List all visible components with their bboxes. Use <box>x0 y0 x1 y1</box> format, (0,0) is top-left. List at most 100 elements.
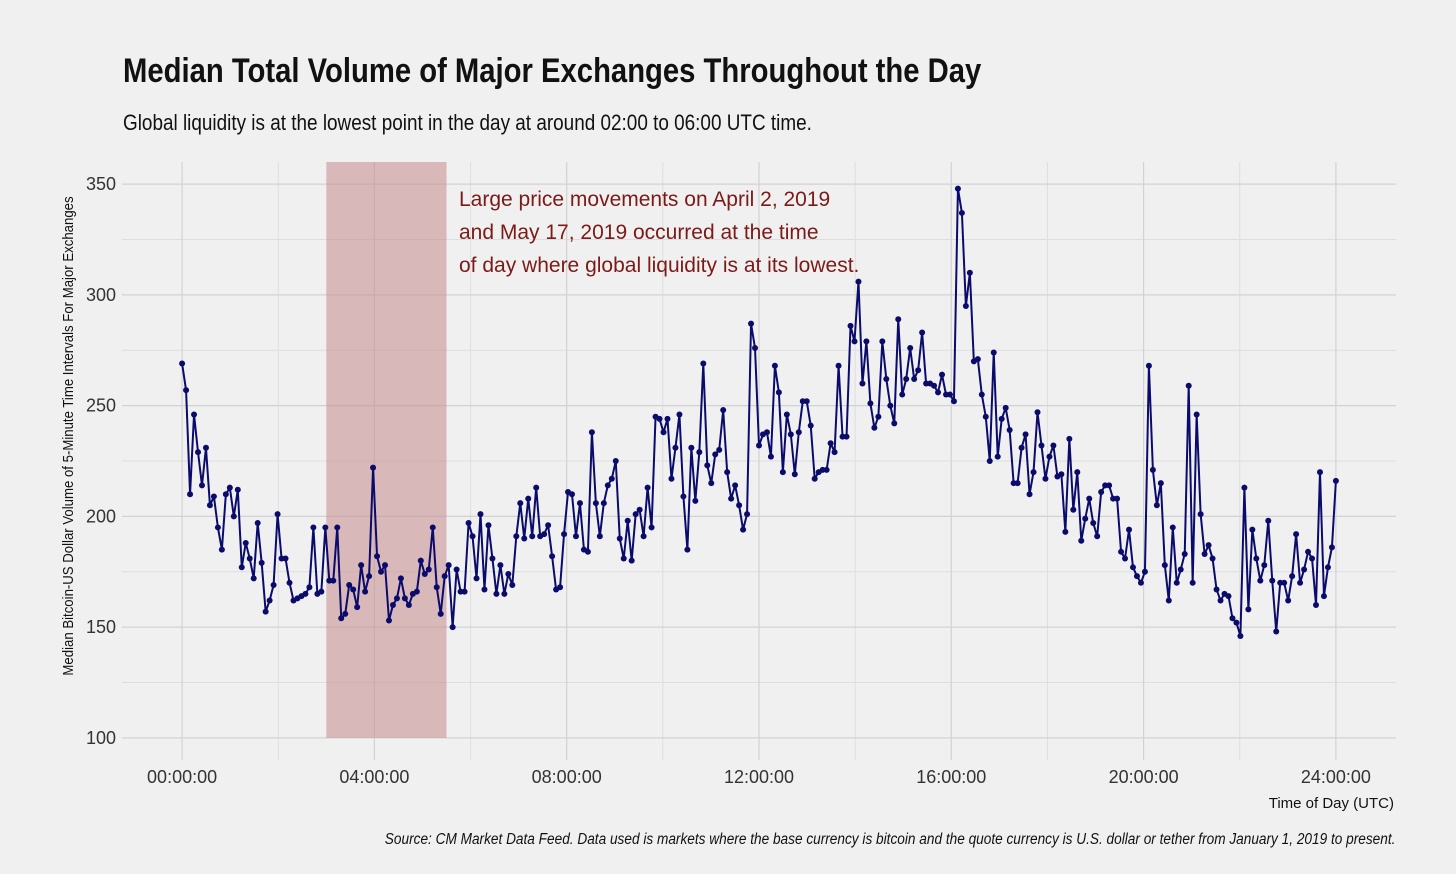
data-point <box>700 360 707 367</box>
data-point <box>1042 475 1049 482</box>
data-point <box>1058 471 1065 478</box>
data-point <box>1094 533 1101 540</box>
data-point <box>425 566 432 573</box>
data-point <box>218 546 225 553</box>
data-point <box>664 415 671 422</box>
data-point <box>230 513 237 520</box>
data-point <box>505 570 512 577</box>
data-point <box>692 497 699 504</box>
data-point <box>433 584 440 591</box>
data-point <box>982 413 989 420</box>
data-point <box>1245 606 1252 613</box>
y-tick-label: 300 <box>86 285 116 305</box>
data-point <box>660 429 667 436</box>
data-point <box>429 524 436 531</box>
data-point <box>441 573 448 580</box>
data-point <box>330 577 337 584</box>
chart-subtitle: Global liquidity is at the lowest point … <box>123 110 812 135</box>
data-point <box>179 360 186 367</box>
data-point <box>656 415 663 422</box>
data-point <box>1050 442 1057 449</box>
data-point <box>962 302 969 309</box>
data-point <box>1257 577 1264 584</box>
highlight-layer <box>326 162 447 738</box>
data-point <box>708 480 715 487</box>
data-point <box>1165 597 1172 604</box>
data-point <box>919 329 926 336</box>
data-point <box>720 407 727 414</box>
data-point <box>461 588 468 595</box>
data-point <box>509 582 516 589</box>
data-point <box>1229 615 1236 622</box>
data-point <box>545 522 552 529</box>
data-point <box>342 610 349 617</box>
data-point <box>1209 555 1216 562</box>
data-point <box>1133 573 1140 580</box>
data-point <box>1193 411 1200 418</box>
data-point <box>497 562 504 569</box>
data-point <box>907 345 914 352</box>
data-point <box>541 531 548 538</box>
data-point <box>195 449 202 456</box>
data-point <box>525 495 532 502</box>
data-point <box>811 475 818 482</box>
data-point <box>549 553 556 560</box>
data-point <box>958 209 965 216</box>
data-point <box>1062 528 1069 535</box>
data-point <box>561 531 568 538</box>
data-point <box>696 449 703 456</box>
low-liquidity-highlight <box>326 162 447 738</box>
data-point <box>998 415 1005 422</box>
data-point <box>405 601 412 608</box>
data-point <box>990 349 997 356</box>
y-tick-label: 150 <box>86 617 116 637</box>
data-point <box>401 595 408 602</box>
data-point <box>859 380 866 387</box>
data-point <box>370 464 377 471</box>
data-point <box>246 555 253 562</box>
data-point <box>214 524 221 531</box>
data-point <box>569 491 575 498</box>
data-point <box>795 429 802 436</box>
data-point <box>978 391 985 398</box>
chart-caption: Source: CM Market Data Feed. Data used i… <box>384 831 1395 848</box>
annotation-line: Large price movements on April 2, 2019 <box>459 188 830 211</box>
y-tick-label: 250 <box>86 396 116 416</box>
data-point <box>1074 469 1081 476</box>
data-point <box>1273 628 1280 635</box>
data-point <box>954 185 961 192</box>
data-point <box>728 495 735 502</box>
x-tick-label: 16:00:00 <box>916 767 986 787</box>
data-point <box>1153 502 1160 509</box>
data-point <box>1281 579 1288 586</box>
data-point <box>1078 537 1085 544</box>
data-point <box>206 502 213 509</box>
data-point <box>493 590 500 597</box>
data-point <box>354 604 361 611</box>
data-point <box>437 610 444 617</box>
data-point <box>262 608 269 615</box>
data-point <box>210 493 217 500</box>
data-point <box>362 588 369 595</box>
data-point <box>994 453 1001 460</box>
data-point <box>1173 579 1180 586</box>
data-point <box>847 322 854 329</box>
data-point <box>974 356 981 363</box>
y-tick-label: 350 <box>86 174 116 194</box>
data-point <box>198 482 205 489</box>
data-point <box>775 389 782 396</box>
data-point <box>1082 515 1089 522</box>
data-point <box>378 568 385 575</box>
data-point <box>286 579 293 586</box>
x-tick-label: 20:00:00 <box>1109 767 1179 787</box>
data-point <box>1237 632 1244 639</box>
data-point <box>716 446 723 453</box>
y-axis-ticks: 100 150 200 250 300 350 <box>86 174 116 748</box>
data-point <box>767 453 774 460</box>
chart-title: Median Total Volume of Major Exchanges T… <box>123 52 982 90</box>
data-point <box>1022 431 1029 438</box>
data-point <box>1090 520 1097 527</box>
data-point <box>393 595 400 602</box>
data-point <box>1316 469 1323 476</box>
